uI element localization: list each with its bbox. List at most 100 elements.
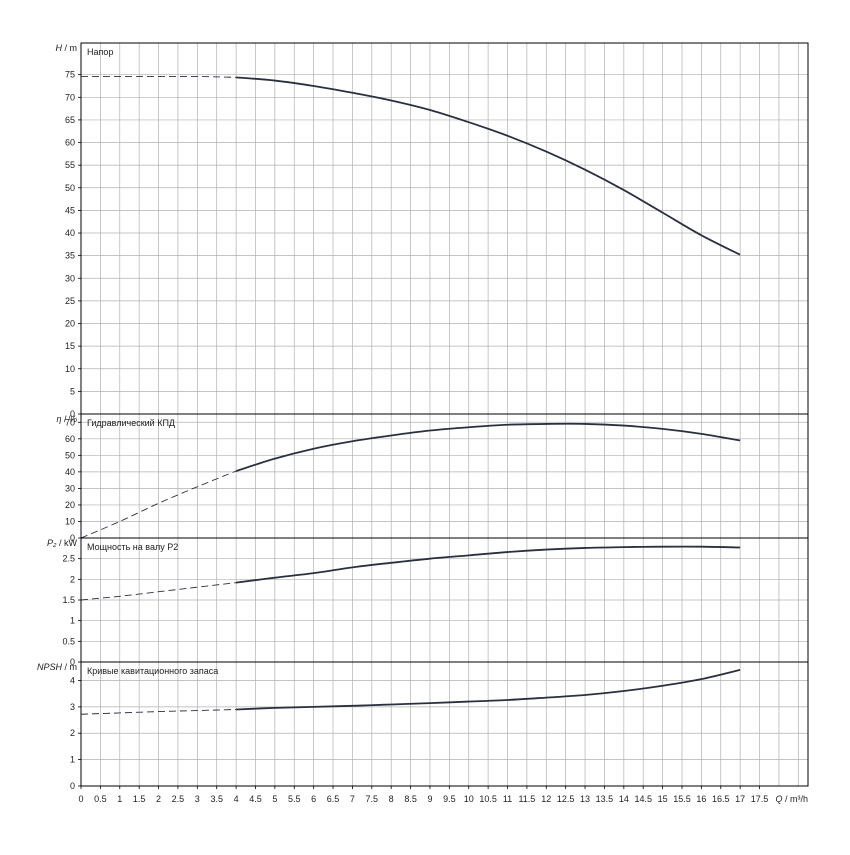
x-tick-label: 6: [311, 794, 316, 804]
y-tick-label: 10: [65, 516, 75, 526]
x-tick-label: 12: [541, 794, 551, 804]
x-tick-label: 1.5: [133, 794, 146, 804]
y-tick-label: 45: [65, 205, 75, 215]
y-tick-label: 0: [70, 409, 75, 419]
panel-title: Напор: [87, 47, 113, 57]
y-tick-label: 70: [65, 92, 75, 102]
x-tick-label: 14: [619, 794, 629, 804]
y-tick-label: 60: [65, 434, 75, 444]
x-tick-label: 13.5: [596, 794, 614, 804]
y-tick-label: 40: [65, 228, 75, 238]
y-axis-label: P₂ / kW: [47, 538, 77, 548]
x-tick-label: 10.5: [479, 794, 497, 804]
y-tick-label: 0: [70, 657, 75, 667]
y-axis-symbol: H: [55, 43, 62, 53]
x-tick-label: 0.5: [94, 794, 107, 804]
y-axis-symbol: η: [56, 414, 61, 424]
y-tick-label: 2: [70, 728, 75, 738]
x-tick-label: 13: [580, 794, 590, 804]
x-tick-label: 7: [350, 794, 355, 804]
y-tick-label: 35: [65, 251, 75, 261]
x-tick-label: 8.5: [404, 794, 417, 804]
x-tick-label: 15.5: [673, 794, 691, 804]
y-tick-label: 0: [70, 533, 75, 543]
y-tick-label: 60: [65, 138, 75, 148]
y-tick-label: 30: [65, 483, 75, 493]
y-tick-label: 4: [70, 675, 75, 685]
y-tick-label: 1.5: [62, 595, 75, 605]
y-axis-separator: /: [61, 414, 69, 424]
y-tick-label: 65: [65, 115, 75, 125]
x-tick-label: 3.5: [210, 794, 223, 804]
x-axis-label: Q / m³/h: [775, 794, 808, 804]
y-tick-label: 20: [65, 500, 75, 510]
x-tick-label: 0: [78, 794, 83, 804]
x-tick-label: 4: [234, 794, 239, 804]
y-axis-separator: /: [62, 43, 70, 53]
x-tick-label: 9: [427, 794, 432, 804]
y-tick-label: 5: [70, 386, 75, 396]
y-axis-separator: /: [56, 538, 64, 548]
x-tick-label: 6.5: [327, 794, 340, 804]
x-tick-label: 2.5: [172, 794, 185, 804]
panel-title: Гидравлический КПД: [87, 418, 175, 428]
x-tick-label: 8: [389, 794, 394, 804]
y-tick-label: 0.5: [62, 636, 75, 646]
x-tick-label: 11: [503, 794, 512, 804]
y-tick-label: 25: [65, 296, 75, 306]
y-tick-label: 2.5: [62, 554, 75, 564]
x-tick-label: 4.5: [249, 794, 262, 804]
y-axis-symbol: NPSH: [37, 662, 63, 672]
x-tick-label: 5.5: [288, 794, 301, 804]
y-tick-label: 50: [65, 183, 75, 193]
x-tick-label: 7.5: [366, 794, 379, 804]
y-axis-symbol: P₂: [47, 538, 57, 548]
x-axis-unit: m³/h: [790, 794, 808, 804]
y-axis-unit: %: [69, 414, 77, 424]
x-tick-label: 9.5: [443, 794, 456, 804]
x-tick-label: 2: [156, 794, 161, 804]
curve-solid-series: [235, 422, 741, 472]
x-tick-label: 10: [464, 794, 474, 804]
x-tick-label: 11.5: [518, 794, 535, 804]
y-tick-label: 1: [70, 755, 75, 765]
x-axis-symbol: Q: [775, 794, 782, 804]
y-axis-unit: kW: [64, 538, 78, 548]
x-tick-label: 16.5: [712, 794, 730, 804]
curve-dashed-series: [80, 709, 237, 715]
x-tick-label: 12.5: [557, 794, 575, 804]
y-tick-label: 40: [65, 467, 75, 477]
y-axis-label: NPSH / m: [37, 662, 77, 672]
curve-dashed-series: [80, 470, 237, 539]
y-tick-label: 55: [65, 160, 75, 170]
y-tick-label: 20: [65, 319, 75, 329]
x-tick-label: 17: [735, 794, 745, 804]
y-tick-label: 0: [70, 781, 75, 791]
curve-dashed-series: [81, 75, 237, 78]
x-tick-label: 15: [658, 794, 668, 804]
y-tick-label: 2: [70, 574, 75, 584]
y-tick-label: 3: [70, 702, 75, 712]
y-axis-unit: m: [70, 43, 78, 53]
curve-dashed-series: [80, 582, 237, 601]
y-axis-label: H / m: [55, 43, 77, 53]
y-tick-label: 1: [70, 616, 75, 626]
y-axis-separator: /: [62, 662, 70, 672]
curve-solid-series: [236, 76, 741, 256]
x-tick-label: 17.5: [751, 794, 769, 804]
y-tick-label: 30: [65, 273, 75, 283]
y-tick-label: 75: [65, 70, 75, 80]
y-axis-unit: m: [70, 662, 78, 672]
panel-frame: [80, 661, 809, 787]
y-tick-label: 50: [65, 450, 75, 460]
x-tick-label: 16: [696, 794, 706, 804]
y-axis-label: η / %: [56, 414, 77, 424]
panel-frame: [80, 42, 809, 415]
x-axis-separator: /: [782, 794, 790, 804]
x-tick-label: 1: [117, 794, 122, 804]
curve-solid-series: [235, 545, 741, 584]
y-tick-label: 70: [65, 417, 75, 427]
curve-solid-series: [236, 669, 741, 711]
